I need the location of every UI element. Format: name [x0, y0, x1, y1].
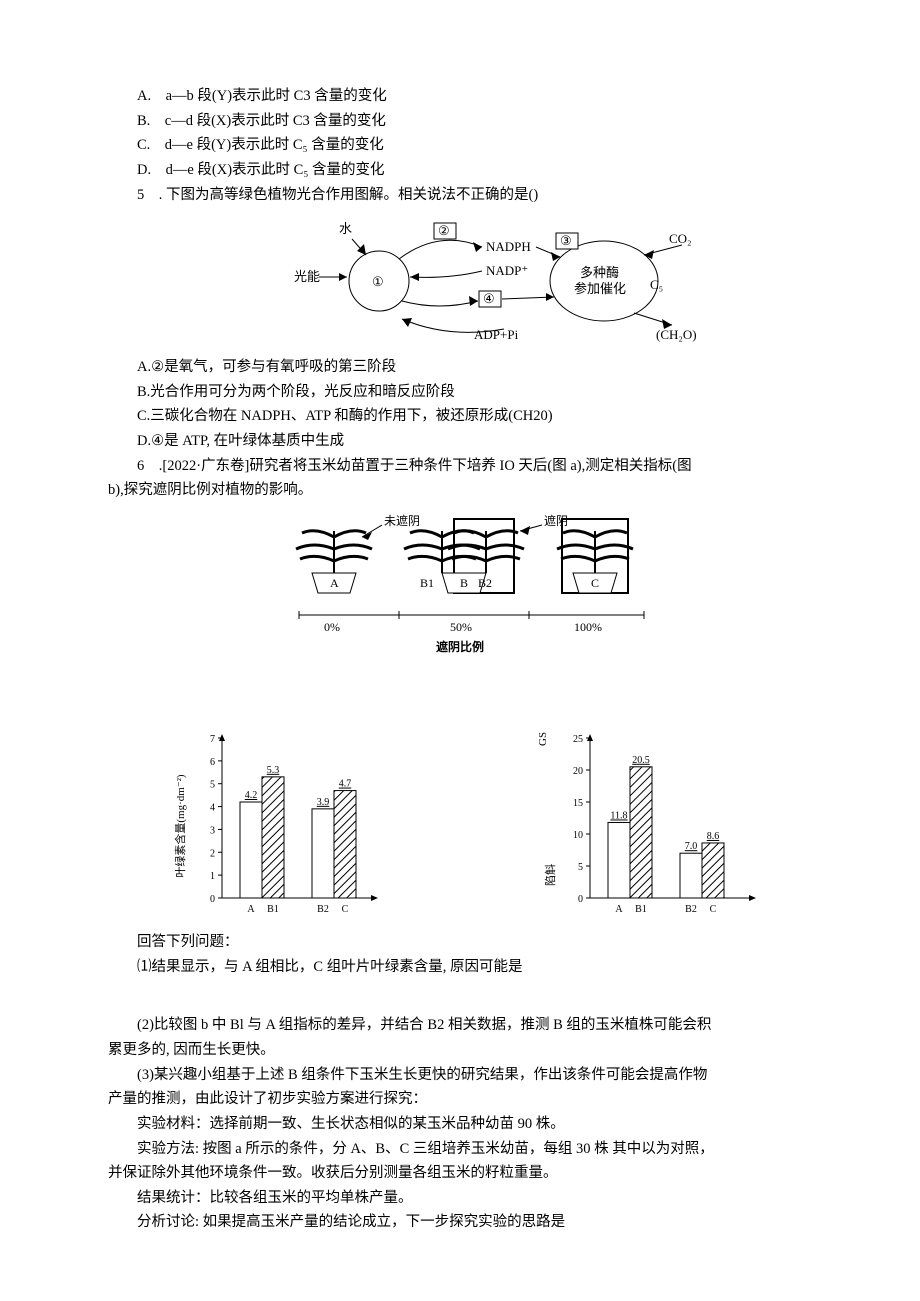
svg-text:未遮阴: 未遮阴: [384, 513, 420, 528]
svg-text:7: 7: [210, 734, 215, 745]
answer-intro: 回答下列问题：: [108, 930, 820, 955]
svg-text:B2: B2: [685, 904, 697, 915]
svg-text:4.2: 4.2: [245, 790, 258, 801]
q6-material: 实验材料：选择前期一致、生长状态相似的某玉米品种幼苗 90 株。: [108, 1112, 820, 1137]
q6-2a: (2)比较图 b 中 Bl 与 A 组指标的差异，并结合 B2 相关数据，推测 …: [108, 1013, 820, 1038]
svg-text:100%: 100%: [574, 620, 602, 634]
svg-text:6: 6: [210, 757, 215, 768]
svg-text:20: 20: [573, 766, 583, 777]
opt-5A: A.②是氧气，可参与有氧呼吸的第三阶段: [108, 355, 820, 380]
svg-text:3: 3: [210, 825, 215, 836]
svg-text:2: 2: [210, 848, 215, 859]
svg-text:C: C: [710, 904, 717, 915]
svg-text:NADP⁺: NADP⁺: [486, 263, 528, 278]
svg-text:遮阴: 遮阴: [544, 513, 568, 528]
svg-text:(CH₂O): (CH₂O): [656, 327, 697, 342]
q6-3a: (3)某兴趣小组基于上述 B 组条件下玉米生长更快的研究结果，作出该条件可能会提…: [108, 1063, 820, 1088]
svg-text:C₅: C₅: [650, 277, 663, 292]
svg-text:B1: B1: [635, 904, 647, 915]
svg-text:遮阴比例: 遮阴比例: [436, 639, 484, 654]
chart-chlorophyll: 0 1 2 3 4 5 6 7 4.2 A 5.3 B1 3.9 B2 4.7 C 叶绿素含量(mg·dm⁻²): [170, 726, 380, 926]
opt-4D: D. d—e 段(X)表示此时 C₅ 含量的变化: [108, 158, 820, 183]
svg-text:25: 25: [573, 734, 583, 745]
svg-text:15: 15: [573, 798, 583, 809]
opt-5C: C.三碳化合物在 NADPH、ATP 和酶的作用下，被还原形成(CH20): [108, 404, 820, 429]
q6-method2: 并保证除外其他环境条件一致。收获后分别测量各组玉米的籽粒重量。: [108, 1161, 820, 1186]
svg-text:②: ②: [438, 223, 450, 238]
q6-1: ⑴结果显示，与 A 组相比，C 组叶片叶绿素含量, 原因可能是: [108, 955, 820, 980]
svg-text:11.8: 11.8: [610, 811, 627, 822]
svg-text:CO₂: CO₂: [669, 231, 692, 246]
opt-5D: D.④是 ATP, 在叶绿体基质中生成: [108, 429, 820, 454]
svg-text:光能: 光能: [294, 269, 320, 284]
svg-text:A: A: [247, 904, 255, 915]
svg-text:ADP+Pi: ADP+Pi: [474, 327, 519, 342]
svg-text:3.9: 3.9: [317, 797, 330, 808]
q6-figure-a: A 未遮阴 B1 B B2 遮阴 C 0% 50%: [264, 507, 664, 687]
q6-discuss: 分析讨论: 如果提高玉米产量的结论成立，下一步探究实验的思路是: [108, 1210, 820, 1235]
svg-text:A: A: [330, 576, 339, 590]
svg-text:水: 水: [339, 221, 352, 236]
svg-text:5: 5: [210, 780, 215, 791]
svg-text:7.0: 7.0: [685, 841, 698, 852]
svg-text:0: 0: [210, 894, 215, 905]
q6-2b: 累更多的, 因而生长更快。: [108, 1038, 820, 1063]
enzyme-label-1: 多种酶: [580, 265, 619, 280]
svg-text:C: C: [342, 904, 349, 915]
svg-text:陷斛: 陷斛: [543, 864, 557, 886]
q6-stem2: b),探究遮阴比例对植物的影响。: [108, 478, 820, 503]
svg-text:1: 1: [210, 871, 215, 882]
opt-4B: B. c—d 段(X)表示此时 C3 含量的变化: [108, 109, 820, 134]
svg-text:B: B: [460, 576, 468, 590]
q5-diagram: 水 光能 ① ② NADPH NADP⁺ ④ ADP+Pi ③ CO₂ 多种酶: [224, 211, 704, 351]
q6-stem1: 6 .[2022·广东卷]研究者将玉米幼苗置于三种条件下培养 IO 天后(图 a…: [108, 454, 820, 479]
svg-text:0%: 0%: [324, 620, 340, 634]
svg-text:5: 5: [578, 862, 583, 873]
svg-text:叶绿素含量(mg·dm⁻²): 叶绿素含量(mg·dm⁻²): [173, 774, 187, 878]
opt-4A: A. a—b 段(Y)表示此时 C3 含量的变化: [108, 84, 820, 109]
svg-text:50%: 50%: [450, 620, 472, 634]
svg-text:8.6: 8.6: [707, 831, 720, 842]
q6-stat: 结果统计：比较各组玉米的平均单株产量。: [108, 1186, 820, 1211]
svg-text:④: ④: [483, 291, 495, 306]
svg-text:10: 10: [573, 830, 583, 841]
svg-text:①: ①: [372, 274, 384, 289]
svg-text:0: 0: [578, 894, 583, 905]
q6-3b: 产量的推测，由此设计了初步实验方案进行探究：: [108, 1087, 820, 1112]
chart-gs: GS . luzodioet) 0 5 10 15 20 25 11.8 A 20.5 B1 7.0 B…: [538, 726, 758, 926]
enzyme-label-2: 参加催化: [574, 281, 626, 296]
svg-text:③: ③: [560, 233, 572, 248]
svg-text:20.5: 20.5: [632, 755, 650, 766]
svg-text:B1: B1: [267, 904, 279, 915]
svg-text:B1: B1: [420, 576, 434, 590]
svg-text:B2: B2: [478, 576, 492, 590]
svg-text:4.7: 4.7: [339, 779, 352, 790]
opt-4C: C. d—e 段(Y)表示此时 C₅ 含量的变化: [108, 133, 820, 158]
opt-5B: B.光合作用可分为两个阶段，光反应和暗反应阶段: [108, 380, 820, 405]
svg-text:NADPH: NADPH: [486, 239, 531, 254]
svg-text:GS . luzodioet): GS . luzodioet): [538, 726, 549, 746]
q6-method1: 实验方法: 按图 a 所示的条件，分 A、B、C 三组培养玉米幼苗，每组 30 …: [108, 1137, 820, 1162]
q5-stem: 5 . 下图为高等绿色植物光合作用图解。相关说法不正确的是(): [108, 183, 820, 208]
svg-text:C: C: [591, 576, 599, 590]
svg-text:A: A: [615, 904, 623, 915]
svg-text:B2: B2: [317, 904, 329, 915]
svg-text:5.3: 5.3: [267, 765, 280, 776]
svg-text:4: 4: [210, 803, 215, 814]
